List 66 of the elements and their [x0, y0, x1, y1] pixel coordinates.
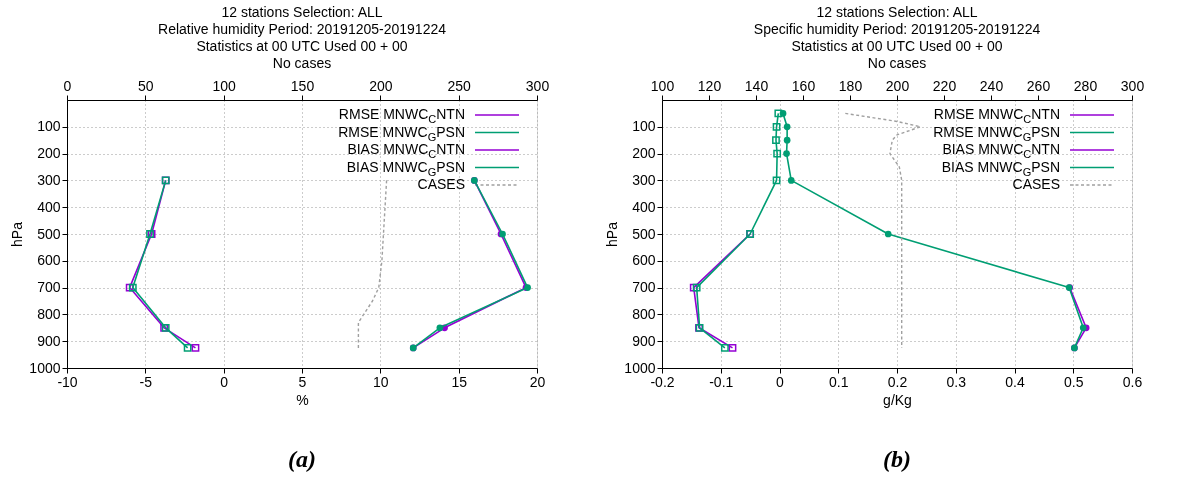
x2-tick-label: 200	[885, 77, 910, 94]
y-tick-label: 200	[37, 145, 61, 162]
y-axis-title: hPa	[9, 221, 26, 247]
x2-tick-label: 150	[290, 77, 315, 94]
x-tick-label: 0.1	[829, 373, 849, 390]
x-tick-label: 15	[451, 373, 468, 390]
y-tick-label: 600	[632, 252, 656, 269]
y-tick-label: 100	[37, 118, 61, 135]
x2-tick-label: 260	[1026, 77, 1051, 94]
y-tick-label: 300	[37, 171, 61, 188]
y-tick-label: 400	[37, 198, 61, 215]
x-tick-label: 5	[298, 373, 307, 390]
x-tick-label: 0.4	[1005, 373, 1025, 390]
x2-tick-label: 160	[791, 77, 816, 94]
y-tick-label: 800	[632, 305, 656, 322]
chart-subtitle: Relative humidity Period: 20191205-20191224 Statistics at 00 UTC Used 00 + 00 No cases	[158, 21, 447, 71]
y-tick-label: 200	[632, 145, 656, 162]
x2-tick-label: 120	[697, 77, 722, 94]
y-tick-label: 700	[632, 279, 656, 296]
chart-subtitle: Specific humidity Period: 20191205-20191224 Statistics at 00 UTC Used 00 + 00 No cases	[753, 21, 1041, 71]
text: (b)	[883, 446, 911, 472]
x2-tick-label: 300	[525, 77, 550, 94]
x2-tick-label: 100	[650, 77, 675, 94]
x2-tick-label: 140	[744, 77, 769, 94]
chart-title: 12 stations Selection: ALL	[816, 4, 978, 20]
x2-tick-label: 180	[838, 77, 863, 94]
x-tick-label: 0.6	[1122, 373, 1143, 390]
y-tick-label: 400	[632, 198, 656, 215]
y-tick-label: 1000	[29, 359, 61, 376]
y-tick-label: 500	[37, 225, 61, 242]
y-tick-label: 600	[37, 252, 61, 269]
y-tick-label: 1000	[624, 359, 656, 376]
x-tick-label: -10	[57, 373, 78, 390]
x-tick-label: -0.1	[709, 373, 734, 390]
y-axis-title: hPa	[604, 221, 621, 247]
y-tick-label: 900	[632, 332, 656, 349]
chart-title: 12 stations Selection: ALL	[221, 4, 383, 20]
x2-tick-label: 240	[979, 77, 1004, 94]
x-tick-label: -0.2	[650, 373, 675, 390]
x-axis-title: %	[296, 391, 309, 408]
y-tick-label: 900	[37, 332, 61, 349]
legend-label: CASES	[417, 176, 466, 192]
x2-tick-label: 250	[447, 77, 472, 94]
x2-tick-label: 300	[1120, 77, 1145, 94]
x-tick-label: 0.5	[1064, 373, 1084, 390]
x-axis-title: g/Kg	[883, 391, 912, 408]
x-tick-label: 0	[776, 373, 785, 390]
x-tick-label: 0	[220, 373, 229, 390]
x2-tick-label: 200	[369, 77, 393, 94]
x2-tick-label: 280	[1073, 77, 1098, 94]
x-tick-label: -5	[139, 373, 153, 390]
legend-label: CASES	[1012, 176, 1061, 192]
x-tick-label: 20	[529, 373, 546, 390]
x2-tick-label: 50	[138, 77, 154, 94]
y-tick-label: 100	[632, 118, 656, 135]
x2-tick-label: 100	[212, 77, 237, 94]
x2-tick-label: 220	[932, 77, 957, 94]
x-tick-label: 10	[373, 373, 389, 390]
text: (a)	[288, 446, 316, 472]
y-tick-label: 300	[632, 171, 656, 188]
y-tick-label: 500	[632, 225, 656, 242]
y-tick-label: 700	[37, 279, 61, 296]
x-tick-label: 0.2	[887, 373, 908, 390]
y-tick-label: 800	[37, 305, 61, 322]
x-tick-label: 0.3	[946, 373, 967, 390]
x2-tick-label: 0	[63, 77, 72, 94]
